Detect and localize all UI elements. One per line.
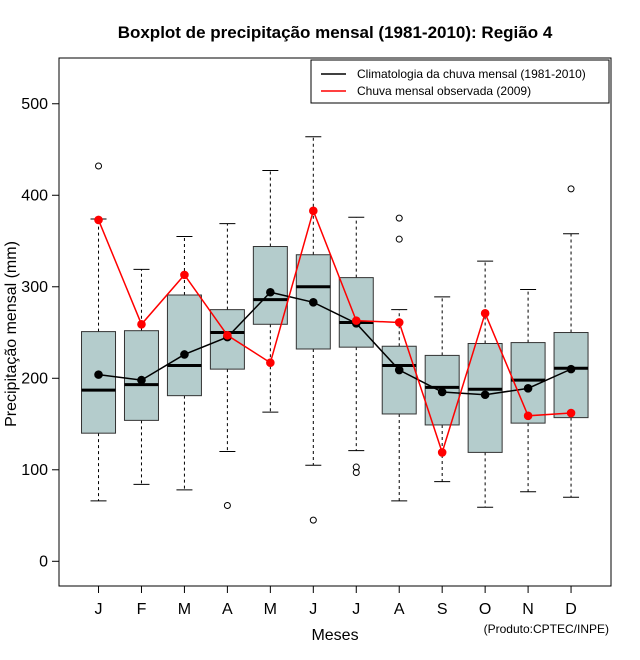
outlier-point (309, 516, 317, 524)
outlier-point (395, 214, 403, 222)
outlier-point (352, 469, 360, 477)
y-tick-label: 400 (21, 187, 48, 204)
plot-frame (58, 57, 612, 587)
series-point (523, 384, 533, 393)
series-point (480, 390, 490, 400)
x-axis-label: Meses (311, 627, 358, 644)
iqr-box (123, 330, 159, 421)
x-tick-label: J (309, 601, 317, 618)
x-tick-label: D (565, 601, 577, 618)
x-tick-label: M (264, 601, 277, 618)
x-tick-label: N (522, 601, 534, 618)
series-point (94, 215, 103, 225)
boxplots (81, 136, 589, 524)
series-point (223, 330, 232, 340)
series-point (137, 375, 146, 385)
outlier-point (567, 185, 575, 193)
series-point (94, 370, 103, 379)
legend-box (310, 59, 610, 104)
y-tick-label: 100 (21, 462, 48, 479)
x-tick-label: S (437, 601, 448, 618)
series-point (566, 408, 576, 418)
series-point (437, 387, 447, 397)
boxplot-7 (338, 216, 374, 477)
chart-title: Boxplot de precipitação mensal (1981-201… (118, 23, 553, 42)
series-point (437, 448, 447, 457)
series-climatologia (94, 287, 576, 400)
boxplot-4 (209, 223, 245, 509)
outlier-point (352, 463, 360, 471)
x-tick-label: F (137, 601, 147, 618)
series-point (137, 319, 146, 329)
boxplot-12 (553, 185, 589, 498)
series-lines (94, 206, 576, 457)
iqr-box (81, 331, 117, 434)
y-tick-label: 300 (21, 279, 48, 296)
iqr-box (252, 246, 288, 325)
boxplot-9 (424, 296, 460, 483)
series-point (266, 287, 275, 297)
series-point (566, 364, 576, 374)
series-point (394, 318, 404, 327)
x-tick-label: A (394, 601, 405, 618)
legend: Climatologia da chuva mensal (1981-2010)… (310, 59, 610, 104)
x-tick-label: A (222, 601, 233, 618)
y-tick-label: 500 (21, 96, 48, 113)
x-tick-label: M (178, 601, 191, 618)
series-point (523, 411, 533, 421)
boxplot-1 (81, 162, 117, 502)
series-point (180, 270, 189, 280)
series-point (480, 309, 490, 318)
series-point (394, 365, 404, 375)
iqr-box (553, 332, 589, 419)
boxplot-10 (467, 260, 503, 508)
legend-label-observada: Chuva mensal observada (2009) (357, 84, 531, 98)
boxplot-2 (123, 268, 159, 485)
outlier-point (223, 501, 231, 509)
series-point (309, 206, 318, 216)
series-line (97, 208, 572, 455)
y-tick-label: 200 (21, 370, 48, 387)
outlier-point (95, 162, 103, 170)
y-axis-label: Precipitação mensal (mm) (3, 241, 20, 427)
x-tick-label: J (95, 601, 103, 618)
y-tick-label: 0 (39, 553, 48, 570)
y-axis: 0 100 200 300 400 500 (21, 96, 59, 570)
series-point (266, 358, 275, 368)
credit-text: (Produto:CPTEC/INPE) (484, 622, 609, 636)
series-point (351, 316, 361, 325)
boxplot-3 (166, 235, 202, 491)
series-point (180, 350, 189, 359)
boxplot-6 (295, 136, 331, 524)
legend-label-climatologia: Climatologia da chuva mensal (1981-2010) (357, 67, 586, 81)
boxplot-5 (252, 170, 288, 413)
iqr-box (166, 294, 202, 397)
x-tick-label: O (479, 601, 491, 618)
series-observada (94, 206, 576, 457)
series-line (98, 291, 572, 396)
series-point (309, 298, 318, 307)
outlier-point (395, 235, 403, 243)
x-tick-label: J (352, 601, 360, 618)
